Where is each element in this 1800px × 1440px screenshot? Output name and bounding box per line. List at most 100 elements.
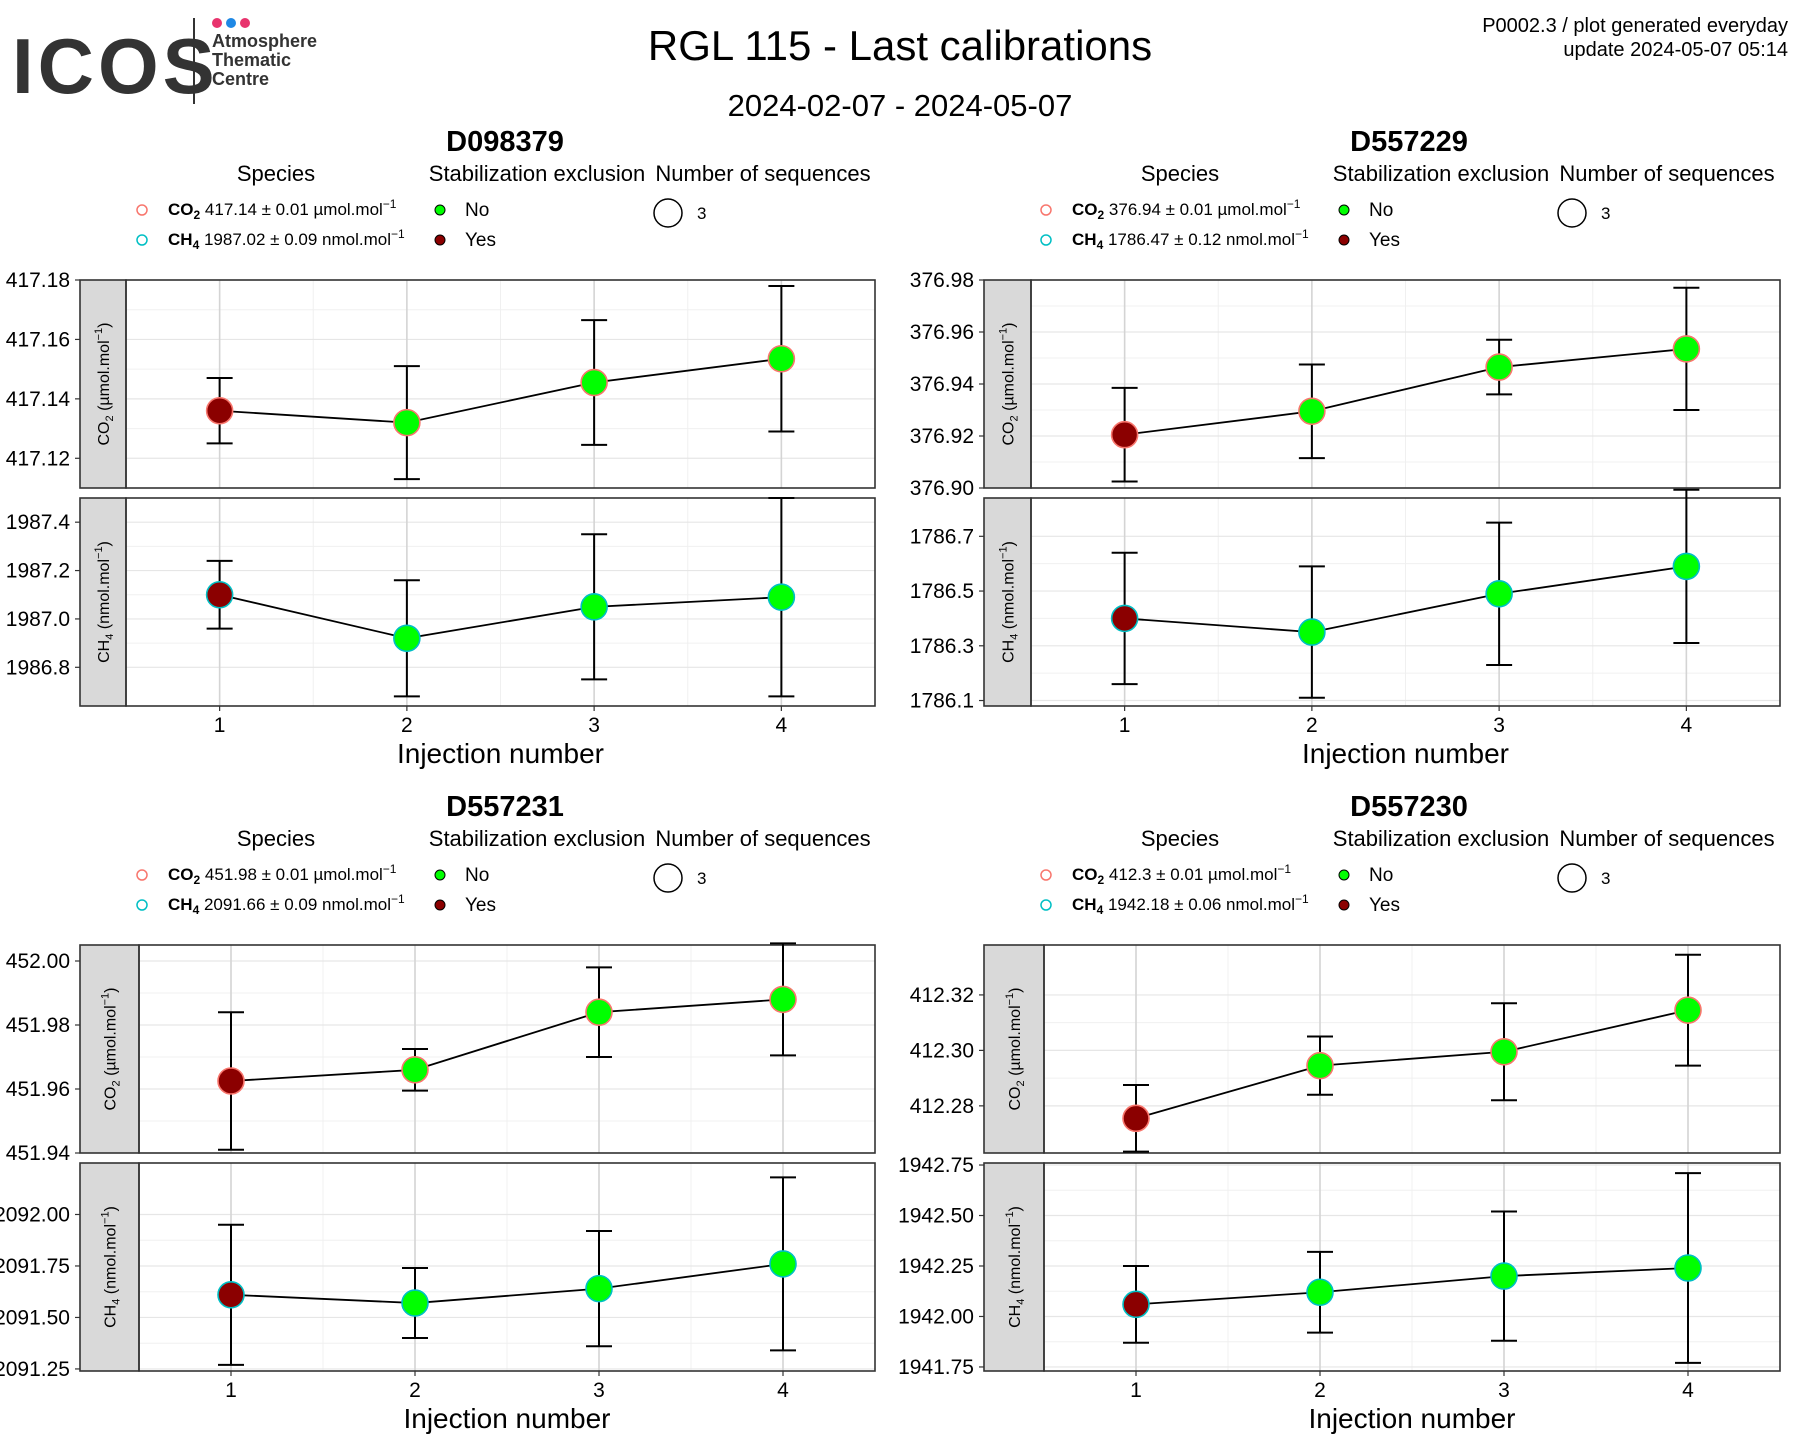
strip-species-sub: 4 — [1015, 1299, 1027, 1305]
x-axis-label: Injection number — [1308, 1403, 1515, 1434]
legend-title-stabilization: Stabilization exclusion — [1333, 826, 1549, 851]
strip-unit: (nmol.mol — [1007, 1224, 1024, 1299]
date-range: 2024-02-07 - 2024-05-07 — [727, 88, 1073, 123]
y-tick-label: 1942.75 — [898, 1154, 974, 1177]
x-tick-label: 1 — [1119, 714, 1131, 737]
data-point — [585, 998, 613, 1027]
data-point — [767, 583, 796, 611]
data-point — [393, 408, 421, 437]
y-tick-label: 1987.0 — [6, 608, 70, 631]
y-tick-label: 376.96 — [910, 321, 974, 344]
series-line — [1135, 1267, 1689, 1306]
legend-unit-sup: −1 — [391, 227, 405, 241]
data-point — [1110, 604, 1139, 633]
y-tick-label: 2091.75 — [0, 1255, 70, 1278]
legend-label-co2: CO2 412.3 ± 0.01 µmol.mol−1 — [1072, 862, 1291, 887]
x-tick-label: 4 — [776, 714, 788, 737]
strip-unit-end: ) — [1007, 988, 1024, 993]
panel-border — [138, 1162, 876, 1372]
strip-species: CO — [1001, 422, 1018, 446]
y-tick-label: 412.32 — [910, 984, 974, 1007]
legend-unit-sup: −1 — [383, 197, 397, 211]
y-tick-label: 2091.25 — [0, 1358, 70, 1381]
y-tick-label: 1987.4 — [6, 511, 71, 534]
logo-subtitle: Atmosphere Thematic Centre — [212, 32, 317, 89]
strip-unit: (nmol.mol — [1001, 559, 1018, 634]
data-point — [1490, 1262, 1518, 1290]
data-point — [1122, 1104, 1150, 1133]
series-line — [219, 593, 782, 640]
data-point — [1490, 1037, 1518, 1066]
legend-species-sub: 2 — [1098, 873, 1105, 887]
facet-strip-label: CH4 (nmol.mol−1) — [93, 541, 116, 663]
strip-species: CH — [1001, 640, 1018, 663]
legend-unit-sup: −1 — [391, 892, 405, 906]
legend-title-sequences: Number of sequences — [1559, 161, 1774, 186]
page-header: ICOS Atmosphere Thematic Centre RGL 115 … — [0, 0, 1800, 140]
data-point — [767, 344, 796, 373]
legend-unit-sup: −1 — [1277, 862, 1291, 876]
strip-unit-end: ) — [103, 1206, 120, 1211]
panel-border — [138, 944, 876, 1154]
facet-strip-label: CH4 (nmol.mol−1) — [100, 1206, 123, 1328]
chart-title: D557230 — [1350, 791, 1468, 823]
chart-D557230: D557230 Species Stabilization exclusion Num… — [898, 791, 1781, 1434]
legend-species-sub: 4 — [1097, 903, 1104, 917]
legend-label-sequences: 3 — [1601, 869, 1610, 888]
strip-species: CH — [103, 1305, 120, 1328]
legend-label-yes: Yes — [465, 895, 496, 916]
strip-unit-sup: −1 — [998, 328, 1010, 341]
facet-strip-label: CO2 (µmol.mol−1) — [93, 323, 116, 446]
logo-dot — [240, 18, 250, 28]
y-tick-label: 412.28 — [910, 1095, 974, 1118]
legend-title-species: Species — [1141, 826, 1219, 851]
legend-key-ch4 — [136, 234, 148, 246]
panel-border — [1043, 1162, 1781, 1372]
strip-unit: (nmol.mol — [103, 1224, 120, 1299]
legend-unit-sup: −1 — [1295, 892, 1309, 906]
x-axis-label: Injection number — [1302, 738, 1509, 769]
series-line — [230, 1263, 784, 1304]
legend-label-ch4: CH4 2091.66 ± 0.09 nmol.mol−1 — [168, 892, 405, 917]
legend-key-co2 — [1040, 869, 1052, 881]
legend-value: 417.14 ± 0.01 µmol.mol — [200, 200, 383, 219]
legend-key-yes — [1338, 899, 1350, 911]
series-line — [1124, 565, 1687, 634]
legend-species: CH — [1072, 895, 1097, 914]
x-tick-label: 4 — [777, 1379, 789, 1402]
strip-unit: (µmol.mol — [103, 1005, 120, 1080]
y-tick-label: 1786.5 — [910, 580, 974, 603]
data-point — [1485, 579, 1513, 608]
data-point — [217, 1281, 245, 1309]
legend-species-sub: 4 — [1097, 238, 1104, 252]
chart-D098379: D098379 Species Stabilization exclusion Num… — [6, 126, 876, 769]
strip-species-sub: 4 — [104, 634, 116, 640]
y-tick-label: 376.90 — [910, 477, 974, 500]
data-point — [1674, 996, 1702, 1024]
chart-legend: Species Stabilization exclusion Number of … — [1040, 161, 1775, 252]
facet-strip — [79, 279, 127, 489]
legend-label-co2: CO2 451.98 ± 0.01 µmol.mol−1 — [168, 862, 397, 887]
y-tick-label: 451.98 — [6, 1014, 70, 1037]
y-tick-label: 1942.50 — [898, 1205, 974, 1228]
facet-strip — [79, 944, 140, 1154]
x-tick-label: 2 — [401, 714, 413, 737]
logo-wordmark: ICOS — [12, 22, 219, 110]
facet-strip-label: CO2 (µmol.mol−1) — [998, 323, 1021, 446]
y-tick-label: 1786.7 — [910, 525, 974, 548]
data-point — [1306, 1051, 1334, 1080]
legend-species: CH — [168, 230, 193, 249]
logo-dot — [226, 18, 236, 28]
legend-label-sequences: 3 — [1601, 204, 1610, 223]
data-point — [580, 593, 608, 621]
legend-label-sequences: 3 — [697, 869, 706, 888]
strip-unit-sup: −1 — [93, 546, 105, 559]
legend-species-sub: 2 — [194, 873, 201, 887]
legend-key-no — [1338, 204, 1350, 216]
legend-key-co2 — [1040, 204, 1052, 216]
plot-info-line: P0002.3 / plot generated everyday — [1482, 15, 1788, 37]
legend-species: CH — [168, 895, 193, 914]
